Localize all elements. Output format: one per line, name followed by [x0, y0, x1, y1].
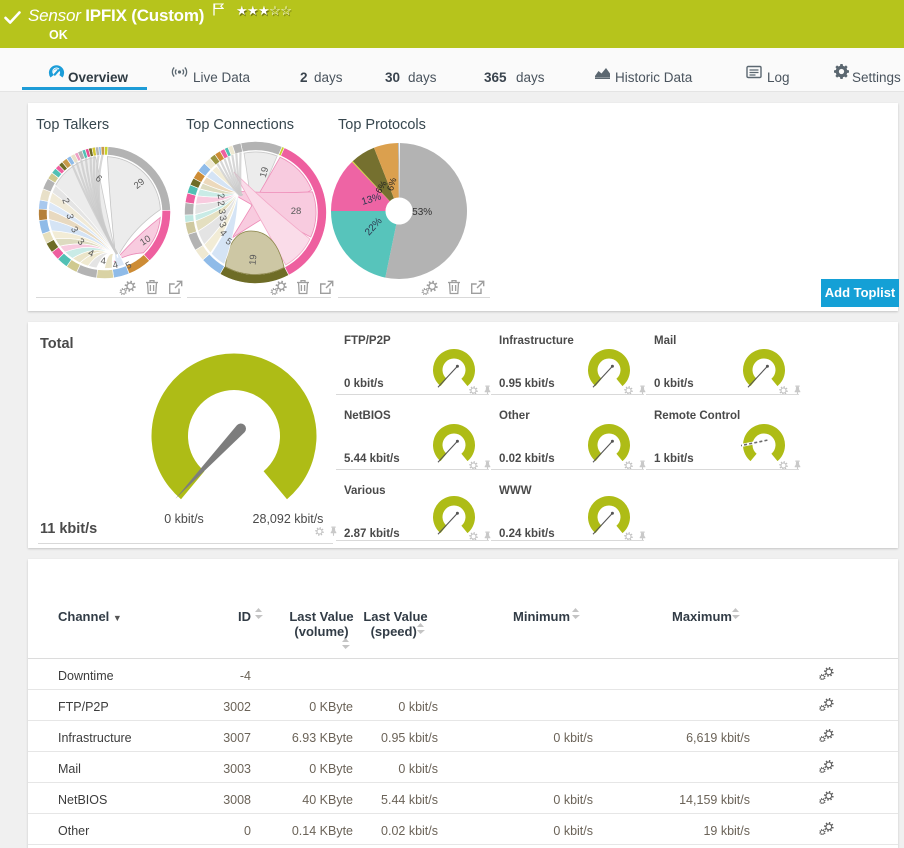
svg-text:4: 4 — [100, 256, 106, 267]
svg-text:4: 4 — [217, 228, 229, 239]
svg-text:10: 10 — [138, 233, 153, 248]
svg-text:3: 3 — [216, 214, 228, 222]
svg-text:3: 3 — [216, 208, 228, 215]
svg-text:28: 28 — [291, 206, 302, 217]
svg-text:5: 5 — [223, 236, 234, 248]
svg-text:2: 2 — [214, 192, 226, 200]
svg-text:3: 3 — [216, 220, 228, 229]
svg-text:2: 2 — [215, 200, 227, 207]
svg-text:4: 4 — [112, 260, 119, 272]
svg-text:3: 3 — [64, 213, 76, 220]
svg-text:3: 3 — [68, 225, 80, 235]
svg-text:6%: 6% — [385, 177, 398, 192]
svg-text:19: 19 — [248, 254, 260, 265]
svg-text:5: 5 — [124, 260, 134, 272]
svg-text:19: 19 — [258, 166, 271, 179]
svg-text:4: 4 — [86, 248, 95, 260]
svg-text:6: 6 — [93, 173, 104, 185]
svg-text:3: 3 — [75, 236, 86, 248]
svg-text:53%: 53% — [412, 207, 432, 218]
svg-text:2: 2 — [59, 197, 71, 206]
